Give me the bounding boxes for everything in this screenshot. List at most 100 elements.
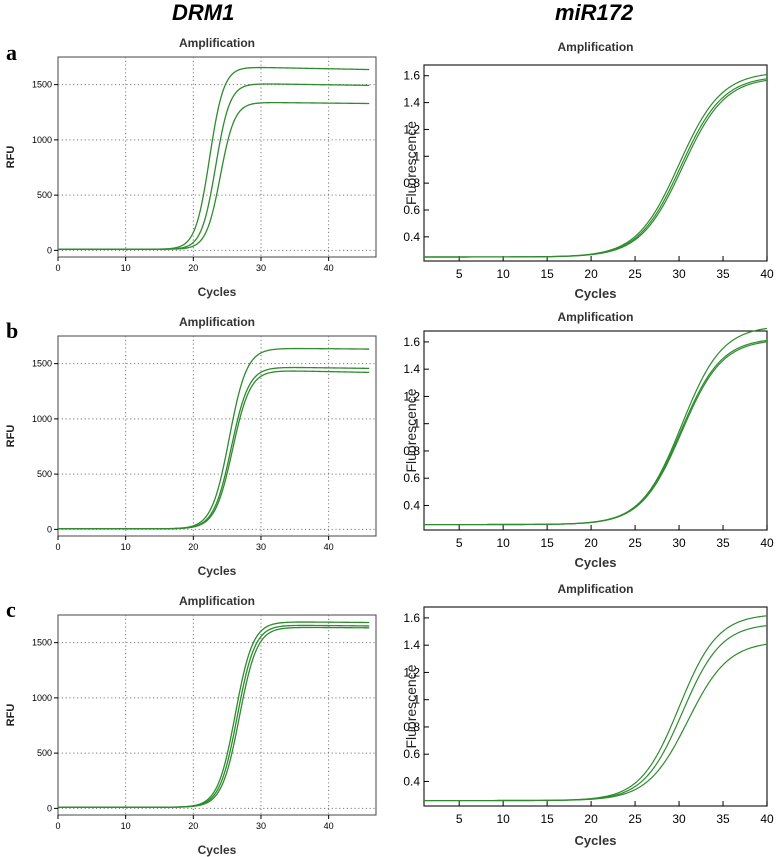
x-tick-label: 10 [121, 263, 131, 273]
row-label-b: b [6, 318, 19, 343]
y-tick-label: 0.6 [403, 203, 420, 217]
x-tick-label: 10 [496, 812, 510, 826]
x-tick-label: 0 [55, 263, 60, 273]
chart-title: Amplification [179, 315, 255, 329]
y-tick-label: 0.4 [403, 498, 420, 512]
chart-title: Amplification [557, 310, 633, 324]
chart-title: Amplification [179, 36, 255, 50]
x-tick-label: 35 [716, 812, 730, 826]
amplification-curve-3 [424, 79, 768, 258]
x-tick-label: 5 [456, 267, 463, 281]
plot-frame [423, 64, 768, 262]
x-tick-label: 40 [760, 267, 774, 281]
y-tick-label: 0.8 [403, 176, 420, 190]
y-axis-label: RFU [5, 146, 17, 169]
y-tick-label: 1.2 [403, 122, 420, 136]
x-tick-label: 30 [672, 267, 686, 281]
x-tick-label: 30 [256, 821, 266, 831]
y-tick-label: 1000 [32, 414, 52, 424]
y-tick-label: 1 [413, 693, 420, 707]
y-tick-label: 0.4 [403, 230, 420, 244]
x-tick-label: 15 [540, 536, 554, 550]
x-tick-label: 10 [496, 536, 510, 550]
y-tick-label: 1500 [32, 80, 52, 90]
plot-frame [423, 606, 768, 807]
x-tick-label: 10 [121, 821, 131, 831]
x-axis-label: Cycles [575, 833, 617, 848]
x-axis-label: Cycles [198, 843, 237, 857]
x-tick-label: 20 [584, 812, 598, 826]
y-tick-label: 0.6 [403, 471, 420, 485]
x-axis-label: Cycles [575, 286, 617, 301]
y-axis-label: Fluorescence [403, 121, 419, 205]
y-axis-label: RFU [5, 425, 17, 448]
y-tick-label: 0 [47, 803, 52, 813]
x-axis-label: Cycles [575, 555, 617, 570]
y-tick-label: 1.4 [403, 638, 420, 652]
y-tick-label: 0 [47, 245, 52, 255]
y-tick-label: 1.2 [403, 665, 420, 679]
row-label-c: c [6, 597, 16, 622]
x-tick-label: 30 [256, 542, 266, 552]
x-tick-label: 20 [188, 263, 198, 273]
plot-frame [57, 614, 377, 816]
y-tick-label: 0.6 [403, 747, 420, 761]
y-tick-label: 1 [413, 417, 420, 431]
x-tick-label: 30 [672, 536, 686, 550]
amplification-curve-3 [58, 626, 370, 808]
x-tick-label: 25 [628, 267, 642, 281]
x-tick-label: 25 [628, 812, 642, 826]
y-tick-label: 1000 [32, 693, 52, 703]
y-tick-label: 1.6 [403, 611, 420, 625]
x-tick-label: 35 [716, 267, 730, 281]
x-tick-label: 5 [456, 536, 463, 550]
amplification-curve-3 [58, 370, 370, 530]
y-tick-label: 1000 [32, 135, 52, 145]
x-tick-label: 30 [256, 263, 266, 273]
amplification-curve-3 [58, 101, 370, 250]
x-tick-label: 20 [584, 267, 598, 281]
x-tick-label: 5 [456, 812, 463, 826]
x-tick-label: 10 [121, 542, 131, 552]
x-tick-label: 10 [496, 267, 510, 281]
y-tick-label: 0.4 [403, 774, 420, 788]
x-tick-label: 25 [628, 536, 642, 550]
chart-title: Amplification [557, 40, 633, 54]
y-tick-label: 1.6 [403, 69, 420, 83]
amplification-curve-3 [424, 643, 768, 802]
x-tick-label: 40 [324, 263, 334, 273]
x-tick-label: 40 [324, 542, 334, 552]
x-tick-label: 40 [324, 821, 334, 831]
x-tick-label: 15 [540, 812, 554, 826]
y-tick-label: 500 [37, 469, 52, 479]
y-tick-label: 500 [37, 748, 52, 758]
x-tick-label: 15 [540, 267, 554, 281]
y-axis-label: Fluorescence [403, 388, 419, 472]
x-tick-label: 20 [584, 536, 598, 550]
row-label-a: a [6, 40, 17, 65]
x-axis-label: Cycles [198, 564, 237, 578]
x-tick-label: 0 [55, 542, 60, 552]
column-title-mir172: miR172 [555, 0, 634, 25]
x-tick-label: 40 [760, 812, 774, 826]
x-tick-label: 40 [760, 536, 774, 550]
x-tick-label: 35 [716, 536, 730, 550]
x-tick-label: 0 [55, 821, 60, 831]
y-axis-label: RFU [5, 704, 17, 727]
y-tick-label: 1500 [32, 638, 52, 648]
x-tick-label: 20 [188, 821, 198, 831]
y-tick-label: 1.6 [403, 335, 420, 349]
y-tick-label: 1500 [32, 359, 52, 369]
y-tick-label: 500 [37, 190, 52, 200]
y-tick-label: 0 [47, 524, 52, 534]
chart-title: Amplification [557, 582, 633, 596]
amplification-curve-3 [424, 341, 768, 526]
y-tick-label: 1.2 [403, 389, 420, 403]
x-tick-label: 30 [672, 812, 686, 826]
column-title-drm1: DRM1 [172, 0, 235, 25]
